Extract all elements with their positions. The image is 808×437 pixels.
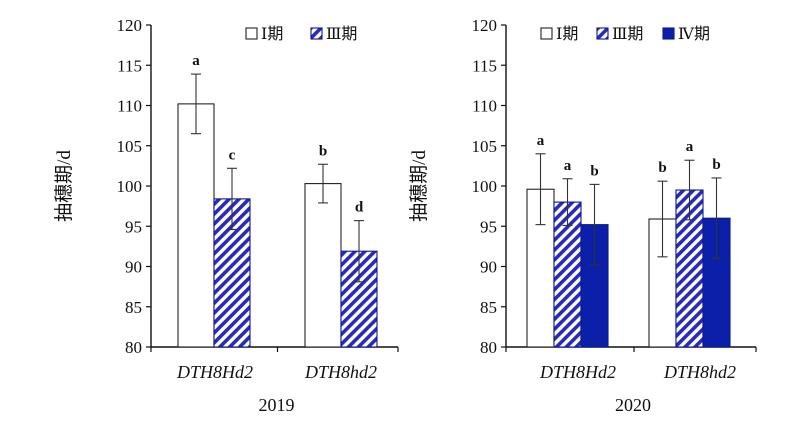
legend-swatch (310, 27, 323, 40)
y-tick-label: 95 (125, 217, 142, 236)
legend-label: Ⅰ期 (556, 25, 578, 43)
y-tick-label: 80 (480, 338, 497, 357)
significance-label: b (590, 163, 598, 179)
x-category-label: DTH8Hd2 (539, 362, 616, 382)
legend-swatch (596, 27, 609, 40)
significance-label: c (229, 147, 236, 163)
chart-2020: 80 85 90 95 100 105 110 115 120 抽穗期/d DTH8Hd2 DTH8h… (408, 16, 757, 415)
legend-swatch (662, 27, 675, 40)
significance-label: b (712, 157, 720, 173)
x-category-label: DTH8hd2 (304, 362, 377, 382)
y-axis-label: 抽穗期/d (53, 150, 75, 222)
significance-label: d (355, 200, 364, 216)
bar (177, 103, 215, 348)
y-tick-label: 110 (472, 97, 497, 116)
legend-swatch (245, 27, 258, 40)
significance-label: b (319, 143, 327, 159)
legend-label: Ⅳ期 (678, 25, 710, 43)
x-axis-label: 2019 (259, 395, 295, 415)
y-tick-label: 90 (480, 258, 497, 277)
y-tick-label: 110 (117, 97, 142, 116)
y-tick-label: 105 (117, 137, 143, 156)
significance-label: a (537, 133, 545, 149)
y-tick-label: 120 (472, 16, 498, 35)
y-tick-label: 80 (125, 338, 142, 357)
y-tick-label: 100 (117, 177, 143, 196)
y-tick-label: 105 (472, 137, 498, 156)
significance-label: a (686, 139, 694, 155)
y-tick-label: 100 (472, 177, 498, 196)
x-axis-label: 2020 (615, 395, 651, 415)
y-tick-label: 95 (480, 217, 497, 236)
legend-label: Ⅰ期 (261, 25, 283, 43)
bar (304, 183, 342, 348)
y-tick-label: 85 (480, 298, 497, 317)
y-tick-label: 115 (117, 56, 142, 75)
y-tick-label: 90 (125, 258, 142, 277)
legend-swatch (540, 27, 553, 40)
significance-label: b (658, 160, 666, 176)
chart-2019: 80 85 90 95 100 105 110 115 120 抽穗期/d DTH8Hd2 DTH8h… (53, 16, 399, 415)
y-tick-label: 120 (117, 16, 143, 35)
legend-label: Ⅲ期 (326, 25, 357, 43)
legend-label: Ⅲ期 (612, 25, 643, 43)
x-category-label: DTH8hd2 (663, 362, 736, 382)
bar (553, 201, 582, 348)
x-category-label: DTH8Hd2 (176, 362, 253, 382)
y-tick-label: 85 (125, 298, 142, 317)
y-tick-label: 115 (472, 56, 497, 75)
significance-label: a (192, 53, 200, 69)
y-axis-label: 抽穗期/d (408, 150, 430, 222)
significance-label: a (564, 158, 572, 174)
